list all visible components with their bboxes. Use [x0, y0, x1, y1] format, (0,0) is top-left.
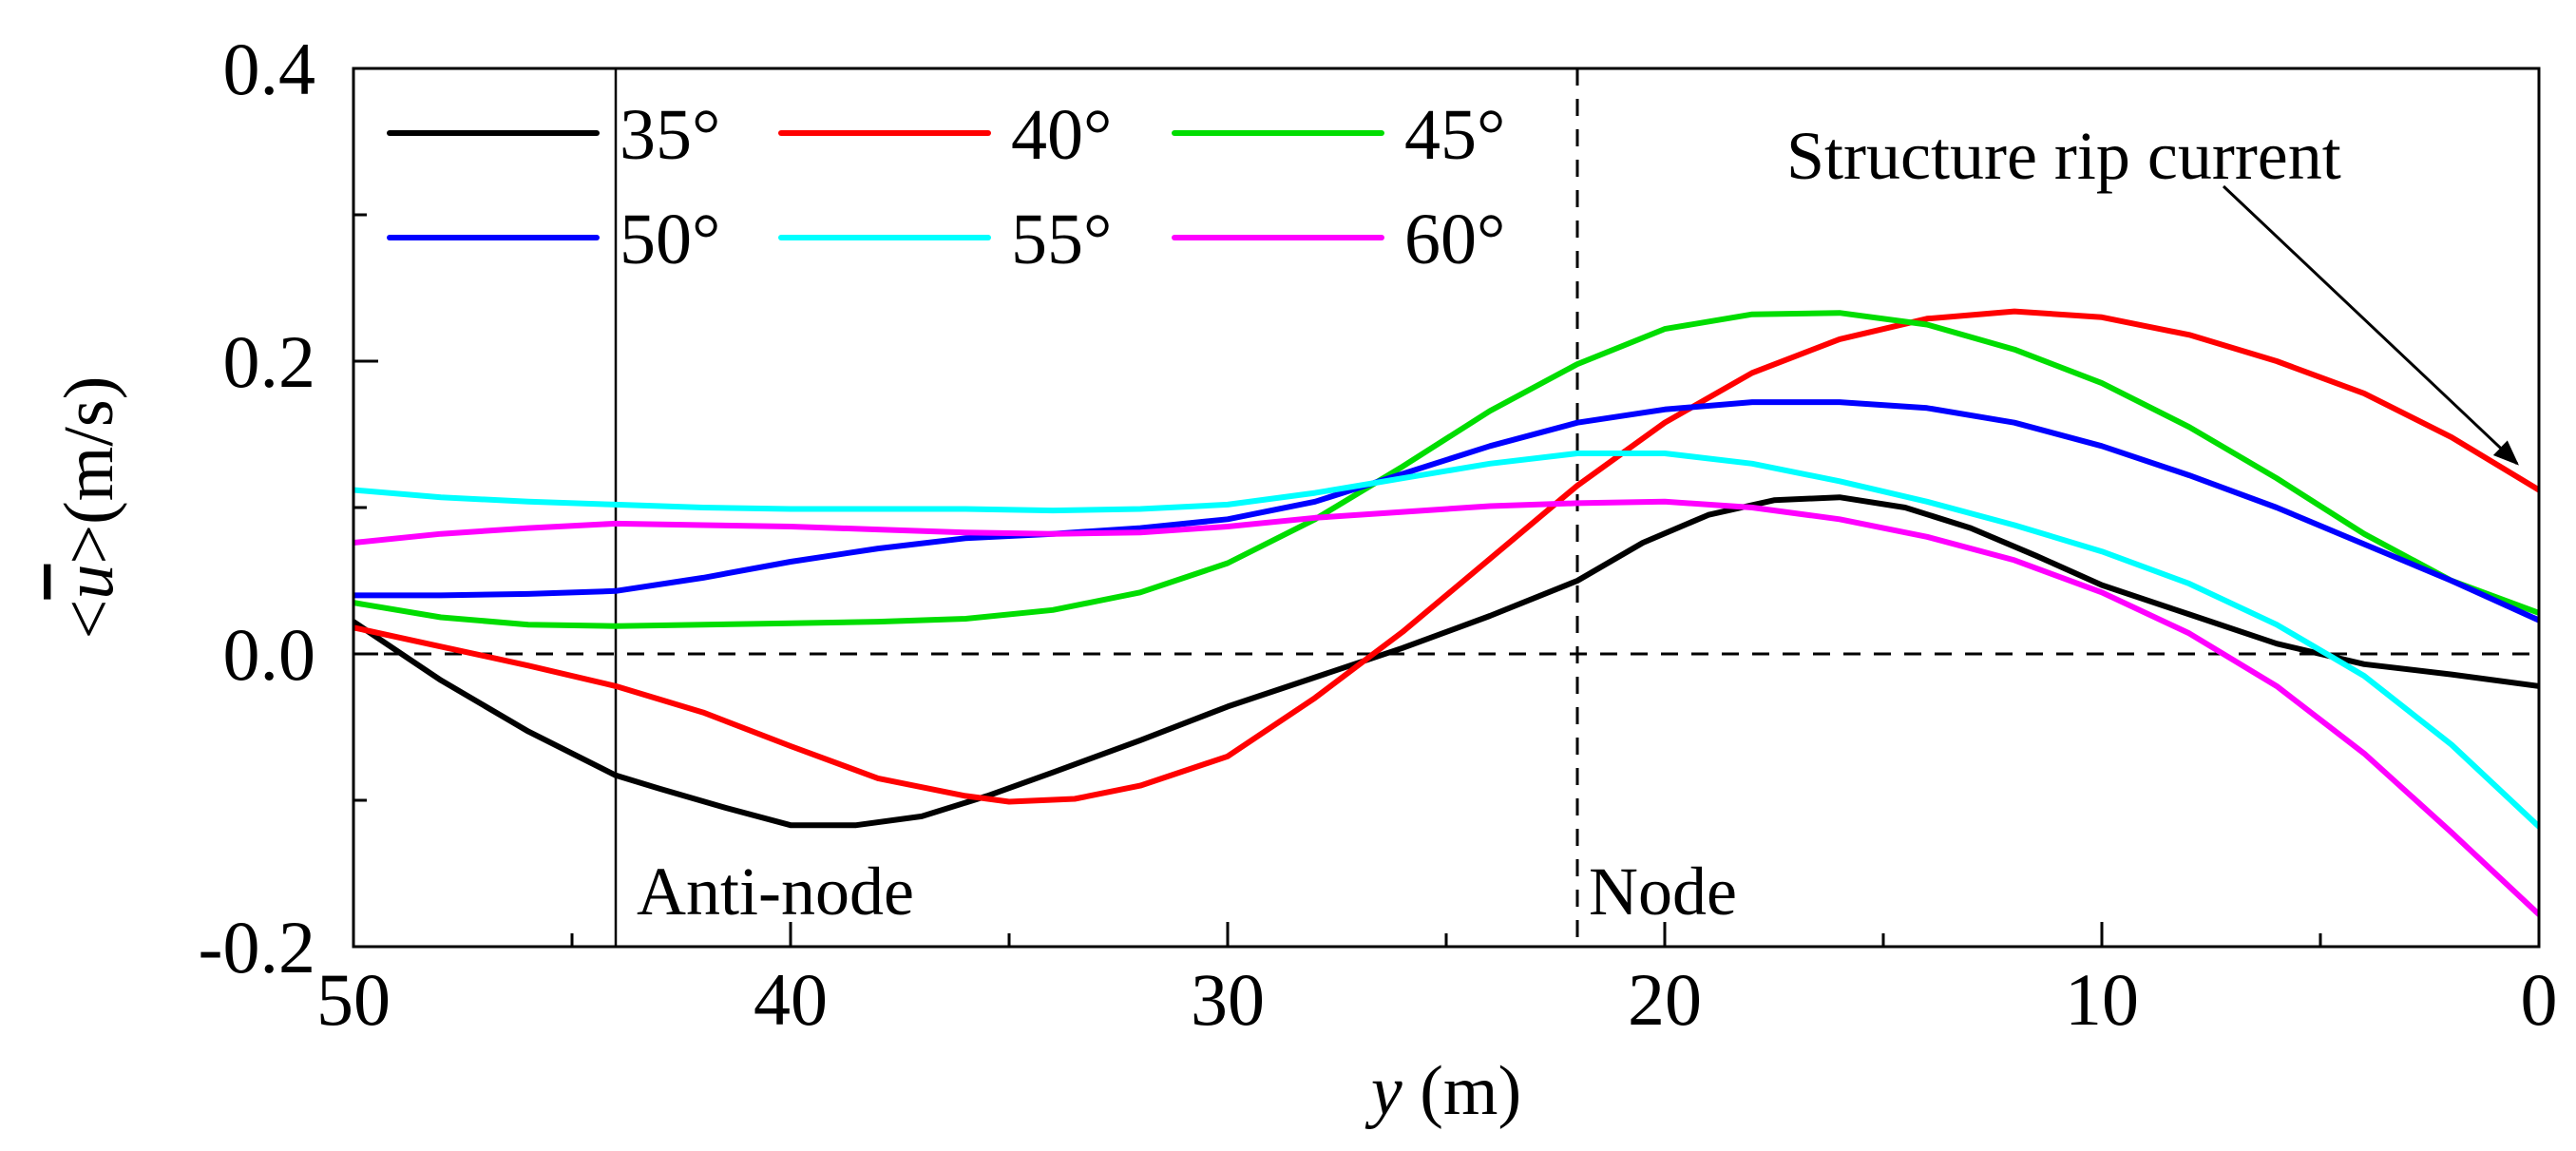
y-axis-title: <u>(m/s) [50, 376, 128, 640]
legend-label: 35° [620, 95, 720, 175]
x-axis-title: y (m) [1364, 1052, 1521, 1130]
legend-label: 45° [1404, 95, 1505, 175]
x-tick-label: 30 [1191, 958, 1265, 1041]
series-layer [353, 308, 2539, 918]
y-axis-suffix: > [50, 525, 128, 565]
series-line-0 [353, 494, 2539, 829]
series-line-2 [353, 310, 2539, 629]
legend-label: 55° [1011, 200, 1112, 279]
structure-rip-current-annotation: Structure rip current [1786, 118, 2341, 194]
series-line-1 [353, 308, 2539, 805]
x-tick-label: 40 [754, 958, 828, 1041]
annotation-arrow [2222, 184, 2519, 466]
series-line-4 [353, 451, 2539, 830]
y-tick-label: -0.2 [199, 906, 315, 988]
legend: 35° 40° 45° 50° 55° 60° [387, 95, 1505, 279]
y-tick-label: 0.4 [223, 28, 316, 110]
y-axis-variable: u [50, 565, 128, 600]
legend-label: 40° [1011, 95, 1112, 175]
x-tick-label: 20 [1628, 958, 1702, 1041]
y-tick-label: 0.2 [223, 320, 316, 403]
x-tick-label: 0 [2521, 958, 2558, 1041]
node-label: Node [1589, 854, 1737, 930]
legend-label: 60° [1404, 200, 1505, 279]
reference-lines [353, 68, 2539, 947]
anti-node-label: Anti-node [637, 854, 914, 930]
series-line-5 [353, 498, 2539, 918]
x-axis-unit: (m) [1402, 1052, 1521, 1130]
y-axis-prefix: < [50, 600, 128, 640]
legend-label: 50° [620, 200, 720, 279]
y-tick-label: 0.0 [223, 613, 316, 696]
axis-ticks: 50 40 30 20 10 0 -0.2 0.0 0.2 0.4 [199, 28, 2558, 1041]
y-axis-unit: (m/s) [50, 376, 128, 525]
series-line-3 [353, 399, 2539, 623]
x-tick-label: 50 [316, 958, 391, 1041]
x-tick-label: 10 [2065, 958, 2139, 1041]
x-axis-variable: y [1364, 1052, 1402, 1130]
